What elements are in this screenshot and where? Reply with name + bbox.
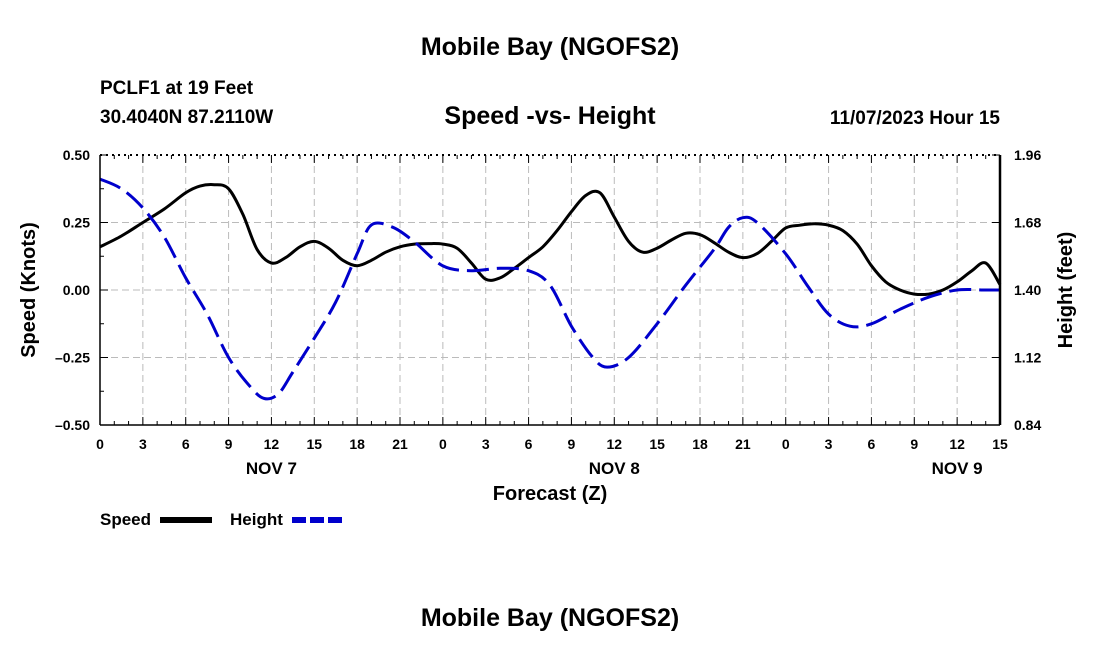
- y2-tick-label: 0.84: [1014, 417, 1041, 433]
- x-tick-label: 15: [992, 436, 1008, 452]
- series-line-speed: [99, 183, 1002, 297]
- x-tick-label: 15: [306, 436, 322, 452]
- x-tick-label: 18: [692, 436, 708, 452]
- x-tick-label: 12: [949, 436, 965, 452]
- y-axis-label: Speed (Knots): [18, 222, 40, 358]
- x-date-label: NOV 7: [246, 459, 297, 478]
- chart-title-top: Mobile Bay (NGOFS2): [421, 33, 679, 61]
- tick-labels: 0 3 6 9 12 15 18 21 0 3 6 9 12 15 18 21 0 3 6 9 12 15 0.50 0.25…: [55, 147, 1042, 478]
- x-tick-label: 21: [392, 436, 408, 452]
- x-tick-label: 9: [910, 436, 918, 452]
- grid: [100, 155, 1000, 425]
- y2-axis-label: Height (feet): [1055, 232, 1077, 349]
- x-tick-label: 3: [482, 436, 490, 452]
- x-axis-label: Forecast (Z): [493, 483, 607, 505]
- x-tick-label: 21: [735, 436, 751, 452]
- series-line-height: [99, 177, 1000, 401]
- x-tick-label: 18: [349, 436, 365, 452]
- y-tick-label: –0.25: [55, 350, 90, 366]
- series-lines: [99, 177, 1002, 401]
- x-tick-label: 6: [525, 436, 533, 452]
- x-tick-label: 0: [782, 436, 790, 452]
- x-tick-label: 0: [96, 436, 104, 452]
- x-date-label: NOV 9: [932, 459, 983, 478]
- y-tick-label: –0.50: [55, 417, 90, 433]
- x-tick-label: 12: [606, 436, 622, 452]
- y-tick-label: 0.00: [63, 282, 90, 298]
- x-tick-label: 9: [568, 436, 576, 452]
- chart-subtitle: Speed -vs- Height: [444, 102, 656, 130]
- x-date-label: NOV 8: [589, 459, 640, 478]
- plot-frame: [99, 154, 1002, 426]
- x-tick-label: 3: [139, 436, 147, 452]
- legend: Speed Height: [100, 510, 343, 529]
- x-tick-label: 0: [439, 436, 447, 452]
- legend-label-speed: Speed: [100, 510, 151, 529]
- coordinates-label: 30.4040N 87.2110W: [100, 107, 273, 128]
- forecast-datetime: 11/07/2023 Hour 15: [830, 108, 1000, 129]
- x-tick-label: 15: [649, 436, 665, 452]
- y-tick-label: 0.50: [63, 147, 90, 163]
- x-tick-label: 12: [264, 436, 280, 452]
- x-tick-label: 9: [225, 436, 233, 452]
- y2-tick-label: 1.40: [1014, 282, 1041, 298]
- y-tick-label: 0.25: [63, 215, 90, 231]
- station-label: PCLF1 at 19 Feet: [100, 78, 254, 99]
- y2-tick-label: 1.12: [1014, 350, 1041, 366]
- x-tick-label: 3: [825, 436, 833, 452]
- chart-title-bottom: Mobile Bay (NGOFS2): [421, 604, 679, 632]
- y2-tick-label: 1.68: [1014, 215, 1041, 231]
- y2-tick-label: 1.96: [1014, 147, 1041, 163]
- x-tick-label: 6: [868, 436, 876, 452]
- legend-label-height: Height: [230, 510, 283, 529]
- x-tick-label: 6: [182, 436, 190, 452]
